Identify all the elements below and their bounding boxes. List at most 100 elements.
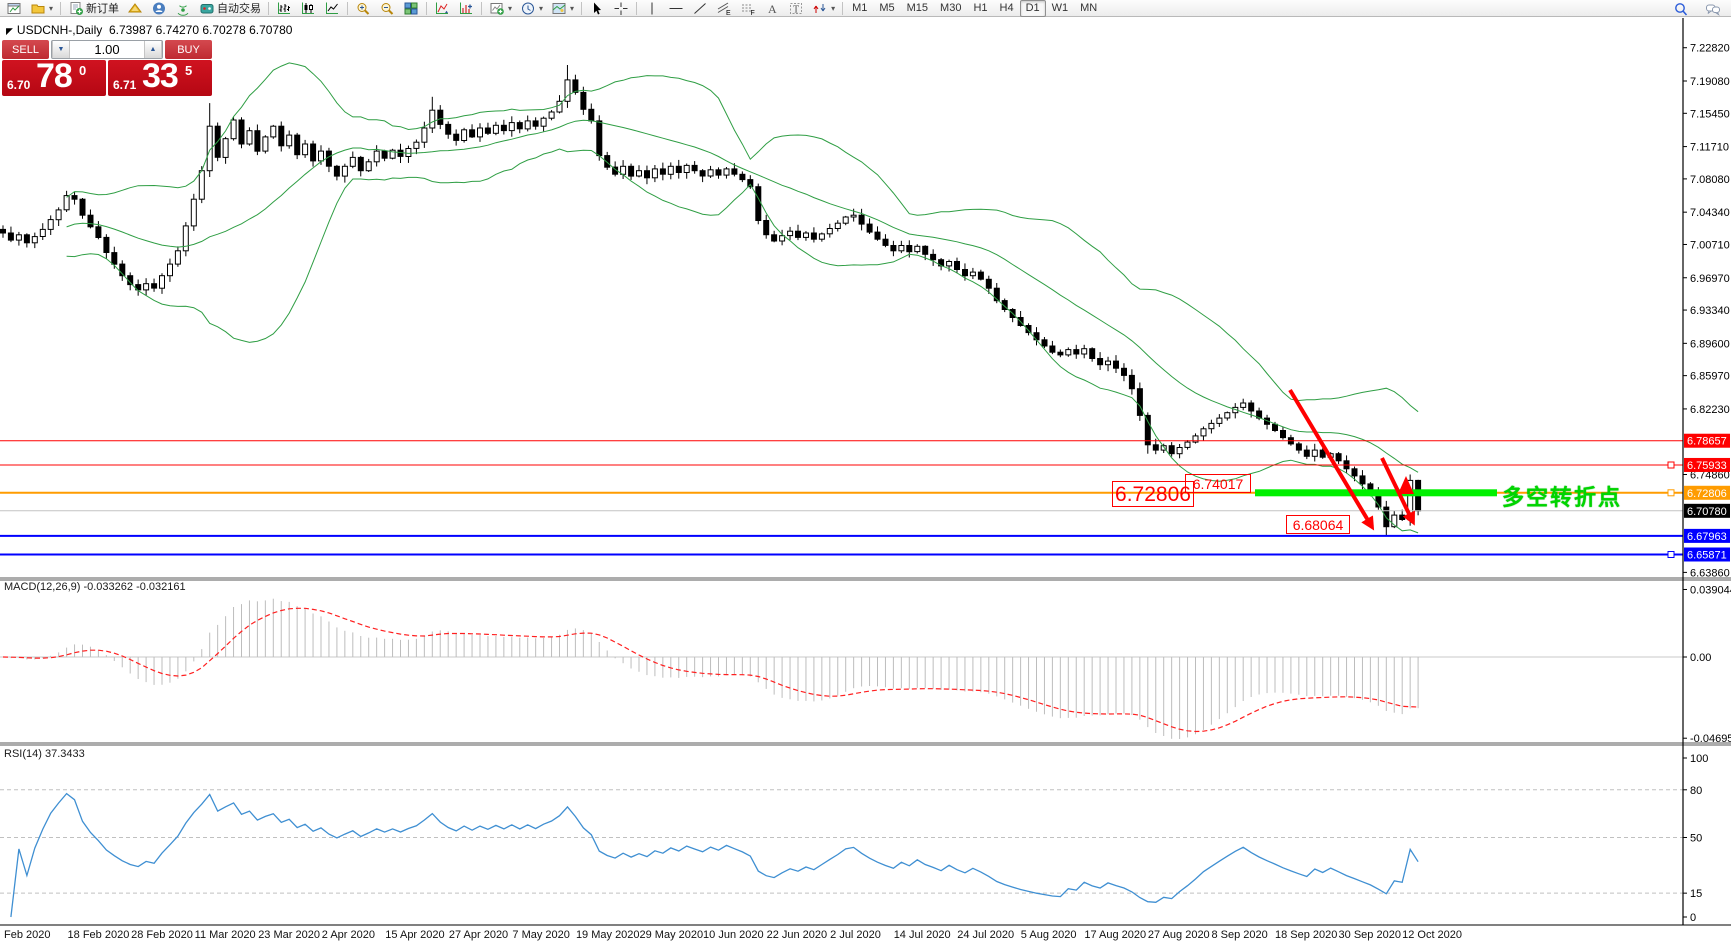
auto-trading-button[interactable]: 自动交易 xyxy=(195,0,265,17)
candle-body xyxy=(484,127,491,134)
candle-body xyxy=(810,232,817,240)
templates-icon[interactable]: ▾ xyxy=(547,0,578,17)
candle-body xyxy=(1097,358,1104,366)
candle-body xyxy=(1208,422,1215,430)
volume-decrease-button[interactable]: ▼ xyxy=(52,41,70,58)
text-label-icon[interactable]: T xyxy=(784,0,808,17)
indicator-window-icon[interactable] xyxy=(454,0,478,17)
tile-windows-icon[interactable] xyxy=(399,0,423,17)
turning-point-text[interactable]: 多空转折点 xyxy=(1502,485,1623,510)
volume-increase-button[interactable]: ▲ xyxy=(144,41,162,58)
chart-canvas[interactable]: 7.22820 7.19080 7.15450 7.11710 7.08080 7.043… xyxy=(0,18,1731,943)
profiles-icon-dropdown[interactable]: ▾ xyxy=(49,3,54,13)
price-tick-label: 6.74860 xyxy=(1690,470,1730,482)
candle-body xyxy=(1216,417,1223,424)
timeframe-mn[interactable]: MN xyxy=(1080,2,1098,14)
price-annotation-668064[interactable]: 6.68064 xyxy=(1286,515,1350,534)
red-triangle-marker[interactable] xyxy=(1398,476,1414,494)
chart-corner-icon: ◤ xyxy=(6,26,13,36)
candle-body xyxy=(874,231,881,240)
gold-icon[interactable] xyxy=(123,0,147,17)
support-zone-bar[interactable] xyxy=(1255,489,1497,497)
date-label: 18 Sep 2020 xyxy=(1275,929,1337,941)
candle-body xyxy=(151,283,158,289)
signals-icon[interactable] xyxy=(171,0,195,17)
candle-body xyxy=(373,150,380,163)
sell-price-box[interactable]: 6.70 78 0 xyxy=(2,57,106,96)
cursor-icon[interactable] xyxy=(585,0,609,17)
line-handle[interactable] xyxy=(1667,461,1675,469)
text-icon[interactable]: A xyxy=(760,0,784,17)
trend-arrow[interactable] xyxy=(1288,388,1375,531)
candle-body xyxy=(532,120,539,127)
templates-icon-dropdown[interactable]: ▾ xyxy=(570,3,575,13)
search-icon[interactable] xyxy=(1669,1,1693,18)
line-handle[interactable] xyxy=(1667,551,1675,558)
sell-button[interactable]: SELL xyxy=(2,40,49,59)
candle-body xyxy=(1152,444,1159,451)
chat-icon[interactable] xyxy=(1701,1,1725,18)
candle-body xyxy=(954,261,960,270)
date-label: 7 May 2020 xyxy=(512,929,569,941)
new-chart-icon[interactable] xyxy=(2,0,26,17)
price-tick-label: 7.15450 xyxy=(1690,108,1730,120)
candle-body xyxy=(683,164,690,173)
bollinger-upper-band xyxy=(66,62,1419,413)
candle-body xyxy=(540,117,547,127)
timeframe-m1[interactable]: M1 xyxy=(852,2,868,14)
periods-icon[interactable]: ▾ xyxy=(516,0,547,17)
arrows-icon[interactable]: ▾ xyxy=(808,0,839,17)
candle-body xyxy=(675,165,682,174)
periods-icon-dropdown[interactable]: ▾ xyxy=(539,3,544,13)
timeframe-h1[interactable]: H1 xyxy=(973,2,988,14)
profiles-icon[interactable]: ▾ xyxy=(26,0,57,17)
bar-chart-icon[interactable] xyxy=(272,0,296,17)
candle-body xyxy=(699,170,706,177)
line-handle[interactable] xyxy=(1667,489,1675,497)
line-chart-icon[interactable] xyxy=(320,0,344,17)
toolbar-separator xyxy=(60,1,62,15)
new-order-button[interactable]: 新订单 xyxy=(64,0,123,17)
buy-button[interactable]: BUY xyxy=(165,40,212,59)
trendline-icon[interactable] xyxy=(688,0,712,17)
candle-body xyxy=(1359,475,1366,485)
candle-body xyxy=(842,216,849,224)
zoom-in-icon[interactable] xyxy=(351,0,375,17)
buy-price-box[interactable]: 6.71 33 5 xyxy=(108,57,212,96)
price-badge-label: 6.70780 xyxy=(1687,506,1727,518)
price-annotation-672806[interactable]: 6.72806 xyxy=(1112,481,1194,507)
timeframe-m15[interactable]: M15 xyxy=(906,2,929,14)
candle-body xyxy=(524,120,531,130)
candle-body xyxy=(23,234,30,244)
price-badge-label: 6.67963 xyxy=(1687,531,1727,543)
fibonacci-channel-icon[interactable]: F xyxy=(736,0,760,17)
horizontal-line-icon[interactable] xyxy=(664,0,688,17)
timeframe-d1[interactable]: D1 xyxy=(1019,0,1046,17)
buy-price-sup: 5 xyxy=(185,63,193,78)
date-label: 5 Aug 2020 xyxy=(1021,929,1077,941)
candle-body xyxy=(755,186,762,221)
candle-body xyxy=(206,125,213,172)
indicators-icon[interactable] xyxy=(430,0,454,17)
community-icon[interactable] xyxy=(147,0,171,17)
candle-body xyxy=(946,261,953,267)
arrows-icon-dropdown[interactable]: ▾ xyxy=(831,3,836,13)
fibonacci-icon[interactable]: E xyxy=(712,0,736,17)
timeframe-m30[interactable]: M30 xyxy=(940,2,962,14)
candle-body xyxy=(15,234,22,241)
zoom-out-icon[interactable] xyxy=(375,0,399,17)
crosshair-icon[interactable] xyxy=(609,0,633,17)
add-indicator-icon-dropdown[interactable]: ▾ xyxy=(508,3,513,13)
date-label: 18 Feb 2020 xyxy=(68,929,130,941)
candlestick-chart-icon[interactable] xyxy=(296,0,320,17)
vertical-line-icon[interactable] xyxy=(640,0,664,17)
timeframe-w1[interactable]: W1 xyxy=(1051,2,1069,14)
add-indicator-icon[interactable]: ▾ xyxy=(485,0,516,17)
date-label: 27 Apr 2020 xyxy=(449,929,508,941)
price-annotation-674017[interactable]: 6.74017 xyxy=(1185,474,1251,493)
timeframe-m5[interactable]: M5 xyxy=(879,2,895,14)
timeframe-h4[interactable]: H4 xyxy=(999,2,1014,14)
trend-arrow[interactable] xyxy=(1380,457,1415,526)
volume-input[interactable] xyxy=(70,41,144,58)
price-tick-label: 7.00710 xyxy=(1690,239,1730,251)
